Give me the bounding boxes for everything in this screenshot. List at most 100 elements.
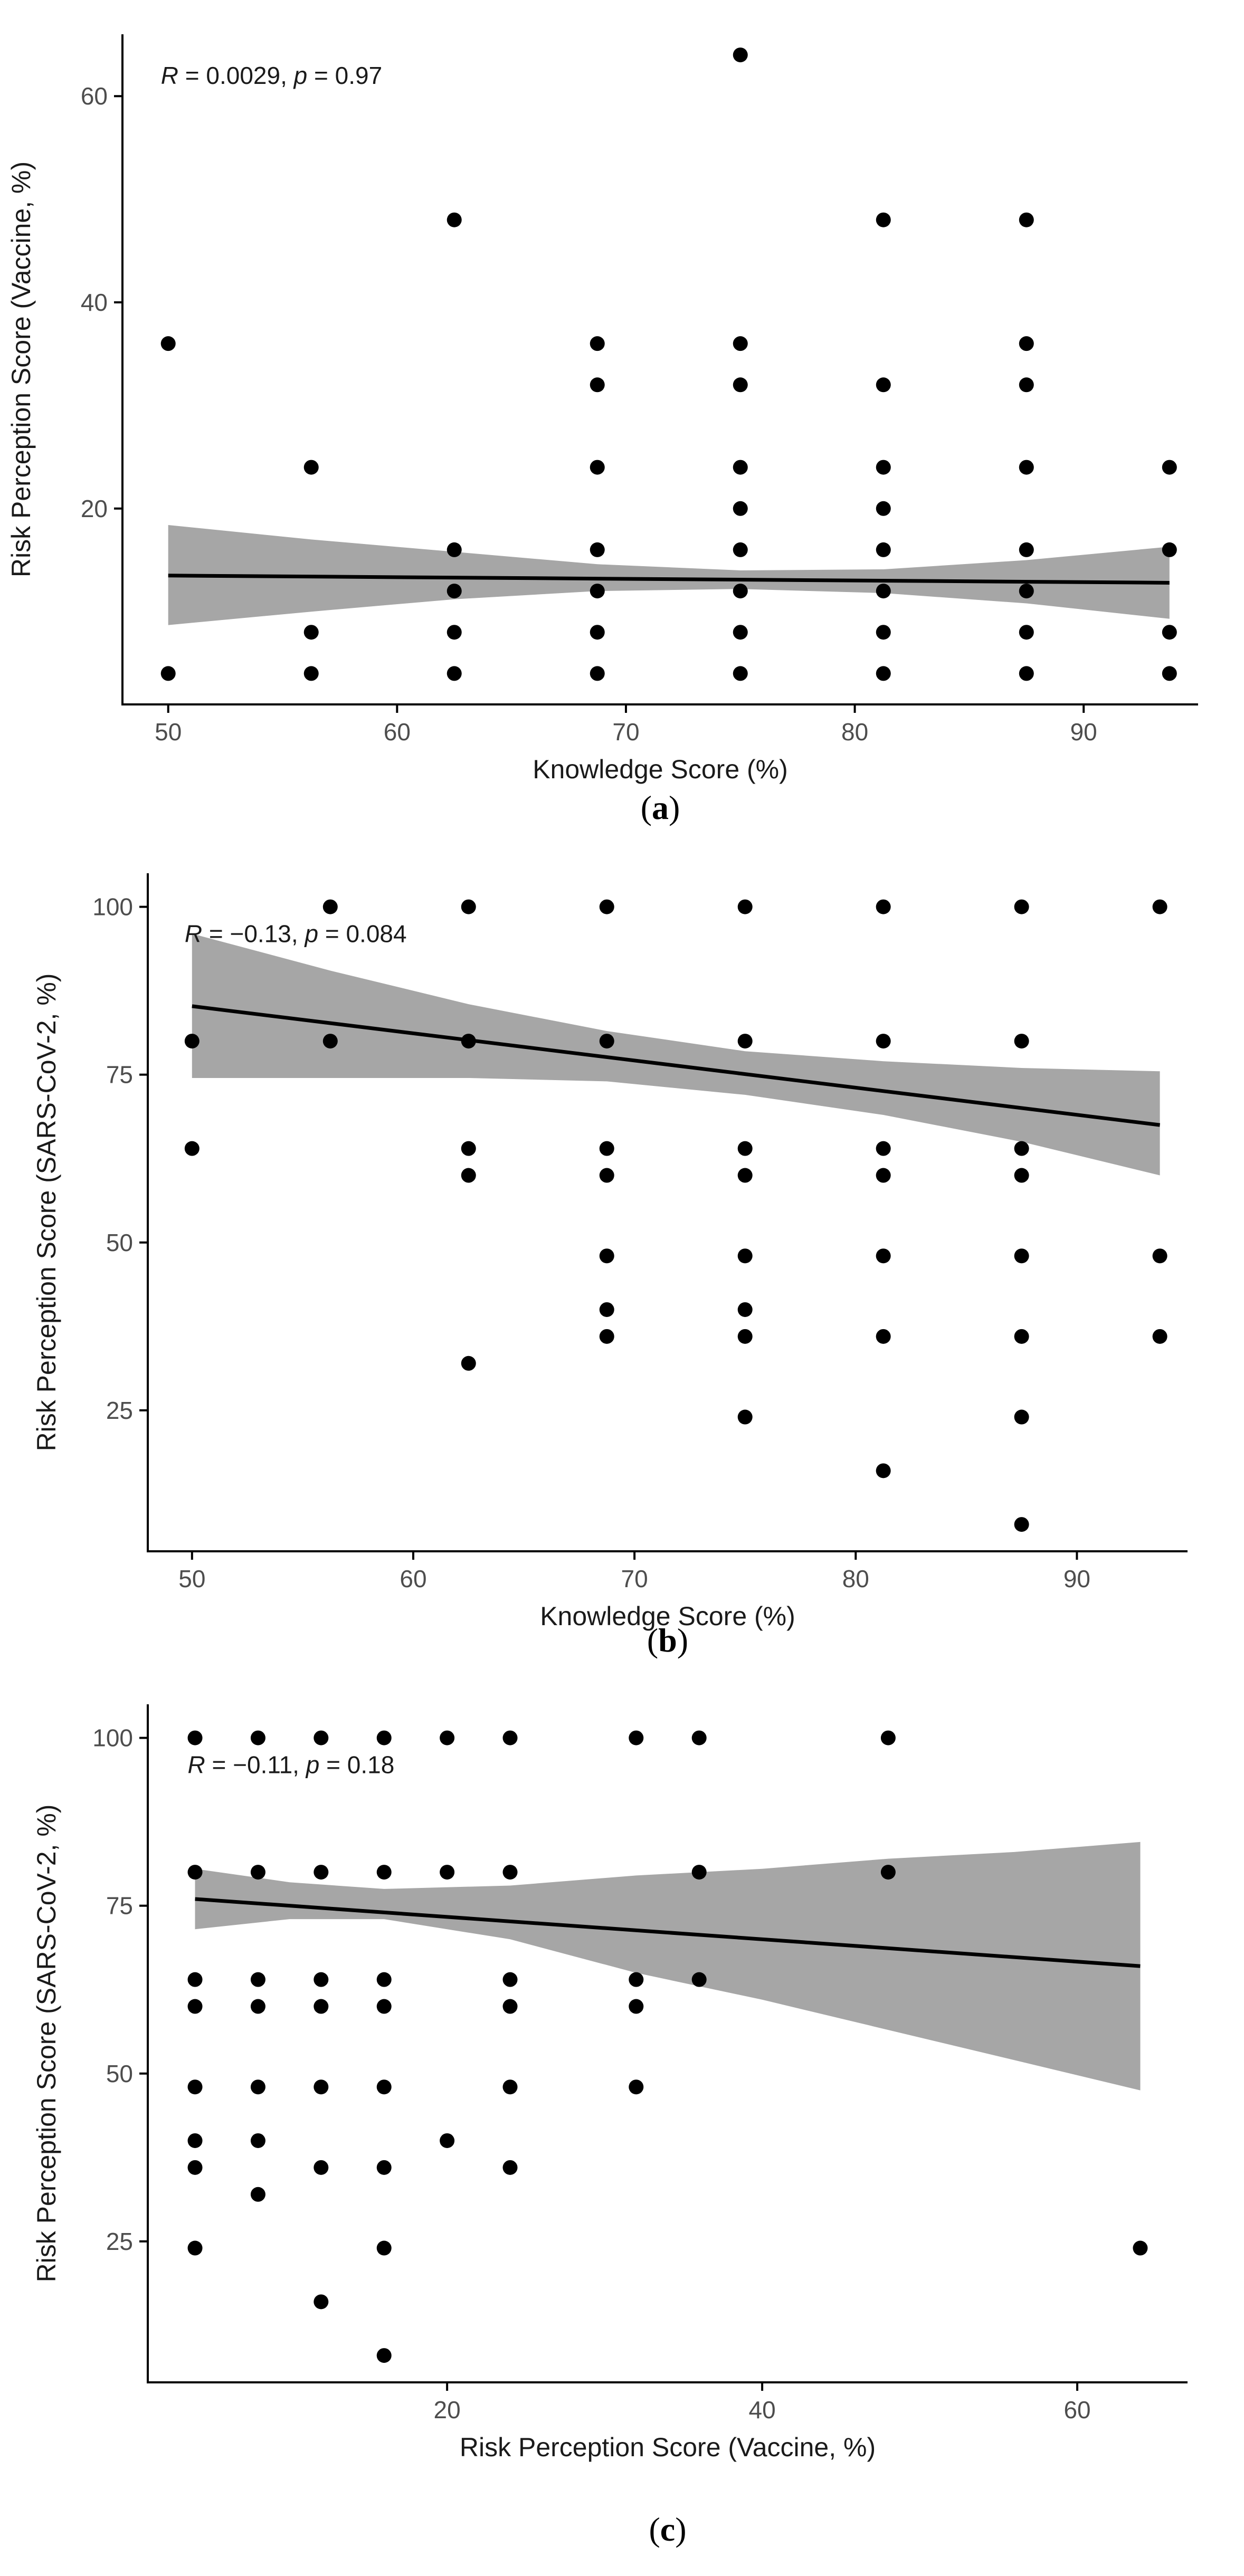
data-point — [314, 2079, 329, 2095]
data-point — [737, 1248, 753, 1264]
r-value: = −0.13, — [202, 920, 305, 948]
data-point — [876, 1463, 891, 1478]
r-value: = −0.11, — [205, 1751, 306, 1779]
data-point — [1014, 1329, 1029, 1344]
data-point — [629, 1972, 644, 1987]
x-tick-label: 70 — [612, 718, 639, 746]
data-point — [590, 460, 605, 475]
p-value: = 0.084 — [318, 920, 407, 948]
data-point — [876, 1248, 891, 1264]
data-point — [187, 2079, 203, 2095]
data-point — [447, 542, 462, 557]
data-point — [876, 584, 891, 599]
regression-line — [168, 574, 1170, 585]
data-point — [1014, 1517, 1029, 1532]
x-tick-label: 20 — [434, 2396, 461, 2424]
data-point — [187, 1865, 203, 1880]
data-point — [1014, 1168, 1029, 1183]
correlation-annotation: R = 0.0029, p = 0.97 — [161, 62, 382, 89]
data-point — [737, 1329, 753, 1344]
data-point — [599, 1302, 614, 1317]
data-point — [737, 1034, 753, 1049]
x-tick-label: 60 — [384, 718, 411, 746]
data-point — [461, 1356, 476, 1371]
data-point — [1019, 584, 1034, 599]
regression-line — [192, 1004, 1161, 1127]
data-point — [876, 542, 891, 557]
data-point — [447, 212, 462, 227]
data-point — [376, 2240, 392, 2256]
data-point — [1162, 666, 1177, 681]
data-point — [250, 2079, 265, 2095]
data-point — [250, 1730, 265, 1745]
p-value: = 0.18 — [319, 1751, 394, 1779]
data-point — [599, 1141, 614, 1156]
data-point — [502, 1972, 518, 1987]
r-symbol: R — [185, 920, 202, 948]
data-point — [461, 1168, 476, 1183]
data-point — [737, 1168, 753, 1183]
data-point — [1152, 1329, 1167, 1344]
data-point — [599, 1329, 614, 1344]
y-axis-title: Risk Perception Score (SARS-CoV-2, %) — [32, 1805, 61, 2283]
panel-label: (b) — [647, 1621, 688, 1659]
data-point — [1019, 460, 1034, 475]
panel-c: 20 40 60 25 50 75 100 Risk Perception Score (Va… — [32, 1704, 1188, 2548]
data-point — [187, 1730, 203, 1745]
data-point — [502, 2160, 518, 2175]
data-point — [184, 1141, 200, 1156]
data-point — [1162, 460, 1177, 475]
y-tick-label: 40 — [81, 289, 108, 316]
y-tick-label: 25 — [106, 2228, 133, 2255]
x-axis-title: Risk Perception Score (Vaccine, %) — [460, 2432, 876, 2462]
data-point — [502, 1730, 518, 1745]
data-point — [376, 1865, 392, 1880]
data-point — [737, 1302, 753, 1317]
data-point — [1014, 1409, 1029, 1425]
data-point — [250, 2187, 265, 2202]
data-point — [733, 47, 748, 63]
y-tick-label: 100 — [92, 1724, 133, 1752]
data-point — [876, 377, 891, 393]
data-point — [322, 899, 338, 914]
data-point — [187, 2133, 203, 2148]
data-point — [303, 625, 319, 640]
panel-label-open: ( — [647, 1621, 658, 1659]
panel-a: 50 60 70 80 90 20 40 60 Knowledge Score (%) Risk … — [6, 34, 1198, 826]
data-point — [733, 336, 748, 351]
p-symbol: p — [293, 62, 308, 89]
x-axis-title: Knowledge Score (%) — [540, 1601, 795, 1631]
y-axis-title: Risk Perception Score (SARS-CoV-2, %) — [32, 974, 61, 1452]
x-tick-label: 60 — [1063, 2396, 1090, 2424]
p-value: = 0.97 — [307, 62, 382, 89]
data-point — [502, 1865, 518, 1880]
x-tick-label: 90 — [1063, 1565, 1090, 1592]
data-point — [876, 1329, 891, 1344]
x-axis-title: Knowledge Score (%) — [533, 755, 788, 784]
data-point — [250, 1865, 265, 1880]
data-point — [1014, 1248, 1029, 1264]
x-tick-label: 50 — [178, 1565, 205, 1592]
data-point — [187, 1972, 203, 1987]
panel-label-close: ) — [669, 789, 680, 826]
data-point — [733, 584, 748, 599]
data-point — [733, 460, 748, 475]
x-tick-label: 50 — [155, 718, 182, 746]
data-point — [303, 666, 319, 681]
data-point — [876, 460, 891, 475]
panel-label: (c) — [649, 2511, 686, 2548]
panel-label-open: ( — [649, 2511, 660, 2548]
data-point — [1019, 625, 1034, 640]
data-point — [187, 1999, 203, 2014]
data-point — [440, 1730, 455, 1745]
data-point — [322, 1034, 338, 1049]
data-point — [314, 1999, 329, 2014]
data-point — [376, 1730, 392, 1745]
data-point — [629, 2079, 644, 2095]
panel-label-close: ) — [675, 2511, 686, 2548]
y-tick-label: 75 — [106, 1061, 133, 1089]
confidence-band — [195, 1842, 1141, 2091]
data-point — [447, 666, 462, 681]
panel-label-letter: a — [652, 789, 669, 826]
data-point — [629, 1730, 644, 1745]
